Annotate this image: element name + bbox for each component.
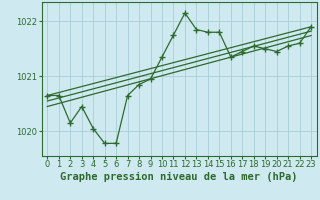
X-axis label: Graphe pression niveau de la mer (hPa): Graphe pression niveau de la mer (hPa) bbox=[60, 172, 298, 182]
